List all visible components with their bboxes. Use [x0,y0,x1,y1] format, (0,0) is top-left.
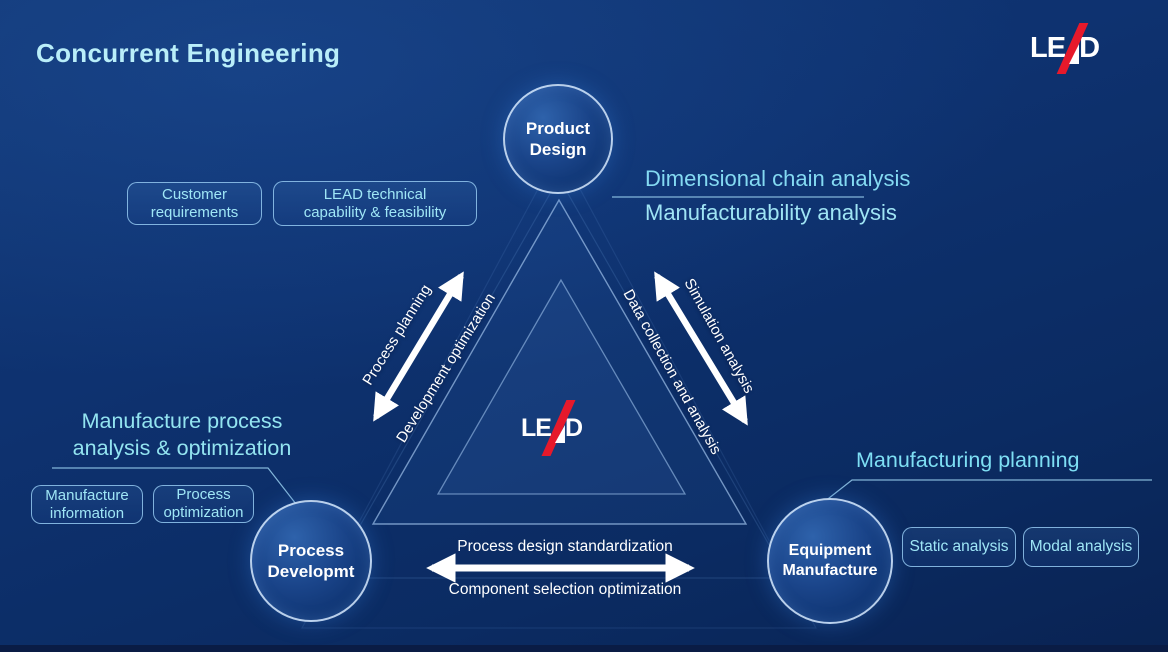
edge-label-component-selection-optimization: Component selection optimization [448,581,682,598]
callout-manufacture-process-line2: analysis & optimization [72,436,292,461]
right-double-arrow [654,271,748,426]
lead-logo-d: D [1079,31,1100,64]
tag-manufacture-information-line1: Manufacture [45,486,129,504]
tag-lead-technical-line2: capability & feasibility [303,203,447,221]
left-double-arrow [373,271,464,422]
callout-dimensional-chain-analysis: Dimensional chain analysis [645,166,911,191]
callout-manufacture-process: Manufacture process analysis & optimizat… [30,408,334,462]
node-equipment-manufacture-line1: Equipment [788,542,872,559]
inner-triangle [436,278,687,495]
tag-process-optimization: Process optimization [153,485,254,523]
callout-manufacture-process-line1: Manufacture process [81,409,283,433]
node-equipment-manufacture-line2: Manufacture [782,562,878,579]
callout-manufacturability-analysis: Manufacturability analysis [645,200,897,225]
node-product-design: Product Design [503,84,613,194]
tag-customer-requirements: Customer requirements [127,182,262,225]
tag-static-analysis: Static analysis [902,527,1016,567]
tag-lead-technical-line1: LEAD technical [323,185,427,203]
tag-modal-analysis: Modal analysis [1023,527,1139,567]
node-product-design-line2: Design [529,140,587,159]
bottom-strip [0,645,1168,652]
lead-logo: LE D [1030,22,1100,74]
tag-process-optimization-line1: Process [176,486,231,504]
tag-manufacture-information: Manufacture information [31,485,143,524]
node-product-design-line1: Product [525,118,591,138]
tag-process-optimization-line2: optimization [163,504,244,521]
lead-center-logo: LE D [521,398,583,458]
tag-modal-analysis-label: Modal analysis [1029,537,1133,555]
lead-logo-le: LE [1030,31,1066,64]
tag-customer-requirements-line2: requirements [150,203,239,221]
node-process-developmt-line2: Developmt [267,562,355,581]
lead-logo-a-wedge-icon [1069,44,1080,64]
tag-manufacture-information-line2: information [49,504,125,522]
tag-lead-technical: LEAD technical capability & feasibility [273,181,477,226]
page-title: Concurrent Engineering [36,38,341,68]
outer-triangle [371,198,748,525]
left-callout-leader [52,467,297,505]
node-process-developmt-line1: Process [277,540,345,560]
lead-center-logo-le: LE [521,413,552,442]
edge-label-process-design-standardization: Process design standardization [457,538,673,555]
right-callout-leader [823,479,1152,503]
tag-customer-requirements-line1: Customer [161,185,228,203]
callout-manufacturing-planning: Manufacturing planning [856,448,1080,472]
tag-static-analysis-label: Static analysis [909,537,1009,555]
node-process-developmt: Process Developmt [250,500,372,622]
node-equipment-manufacture: Equipment Manufacture [767,498,893,624]
lead-center-logo-d: D [564,413,583,442]
lead-center-logo-a-wedge-icon [554,425,565,443]
